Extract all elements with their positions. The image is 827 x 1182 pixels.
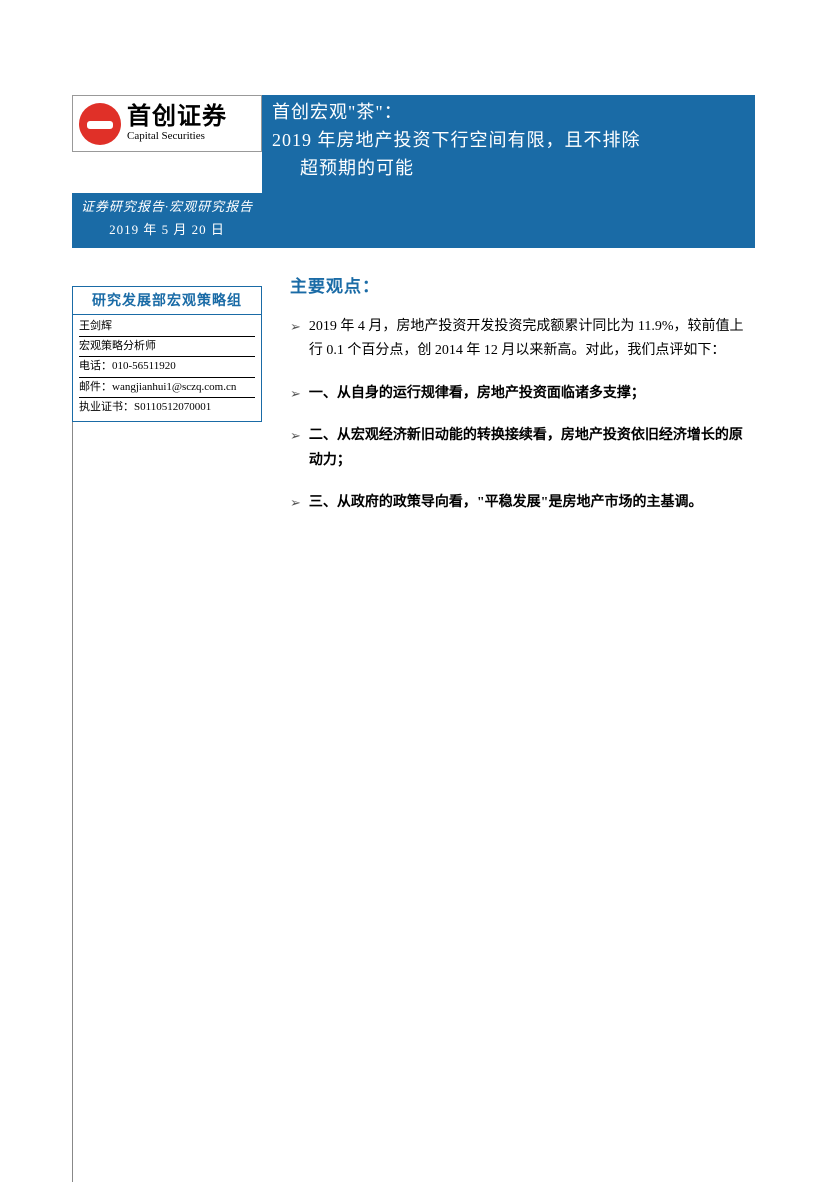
analyst-cert: 执业证书：S0110512070001 (79, 398, 255, 417)
bullet-item: ➢ 二、从宏观经济新旧动能的转换接续看，房地产投资依旧经济增长的原动力； (290, 424, 755, 473)
analyst-info-box: 研究发展部宏观策略组 王剑辉 宏观策略分析师 电话：010-56511920 邮… (72, 286, 262, 422)
subheader-left: 证券研究报告·宏观研究报告 2019 年 5 月 20 日 (72, 193, 262, 248)
header-row: 首创证券 Capital Securities 首创宏观"茶"： 2019 年房… (72, 95, 755, 193)
report-date: 2019 年 5 月 20 日 (72, 219, 262, 238)
logo-text: 首创证券 Capital Securities (127, 105, 227, 142)
bullet-item: ➢ 一、从自身的运行规律看，房地产投资面临诸多支撑； (290, 382, 755, 407)
logo-cn: 首创证券 (127, 105, 227, 129)
bullet-item: ➢ 三、从政府的政策导向看，"平稳发展"是房地产市场的主基调。 (290, 491, 755, 516)
logo-mark-icon (79, 103, 121, 145)
subheader-right (262, 193, 755, 248)
title-line-2: 2019 年房地产投资下行空间有限，且不排除 (272, 127, 745, 155)
bullet-text: 2019 年 4 月，房地产投资开发投资完成额累计同比为 11.9%，较前值上行… (309, 315, 755, 364)
bullet-text: 三、从政府的政策导向看，"平稳发展"是房地产市场的主基调。 (309, 491, 703, 516)
analyst-box-body: 王剑辉 宏观策略分析师 电话：010-56511920 邮件：wangjianh… (73, 315, 261, 420)
chevron-right-icon: ➢ (290, 491, 301, 516)
analyst-name: 王剑辉 (79, 317, 255, 337)
chevron-right-icon: ➢ (290, 382, 301, 407)
report-title: 首创宏观"茶"： 2019 年房地产投资下行空间有限，且不排除 超预期的可能 (262, 95, 755, 193)
report-page: 首创证券 Capital Securities 首创宏观"茶"： 2019 年房… (72, 95, 755, 1182)
body-row: 研究发展部宏观策略组 王剑辉 宏观策略分析师 电话：010-56511920 邮… (72, 272, 755, 1182)
analyst-phone: 电话：010-56511920 (79, 357, 255, 377)
report-type: 证券研究报告·宏观研究报告 (72, 196, 262, 215)
company-logo: 首创证券 Capital Securities (72, 95, 262, 152)
title-line-3: 超预期的可能 (272, 155, 745, 183)
title-line-1: 首创宏观"茶"： (272, 99, 745, 127)
analyst-box-title: 研究发展部宏观策略组 (73, 287, 261, 316)
right-column: 主要观点： ➢ 2019 年 4 月，房地产投资开发投资完成额累计同比为 11.… (262, 272, 755, 534)
analyst-role: 宏观策略分析师 (79, 337, 255, 357)
logo-en: Capital Securities (127, 131, 227, 142)
subheader-row: 证券研究报告·宏观研究报告 2019 年 5 月 20 日 (72, 193, 755, 248)
bullet-item: ➢ 2019 年 4 月，房地产投资开发投资完成额累计同比为 11.9%，较前值… (290, 315, 755, 364)
chevron-right-icon: ➢ (290, 315, 301, 340)
bullet-text: 一、从自身的运行规律看，房地产投资面临诸多支撑； (309, 382, 645, 407)
section-title: 主要观点： (290, 272, 755, 297)
chevron-right-icon: ➢ (290, 424, 301, 449)
analyst-email: 邮件：wangjianhui1@sczq.com.cn (79, 378, 255, 398)
left-column: 研究发展部宏观策略组 王剑辉 宏观策略分析师 电话：010-56511920 邮… (72, 272, 262, 1182)
bullet-text: 二、从宏观经济新旧动能的转换接续看，房地产投资依旧经济增长的原动力； (309, 424, 755, 473)
vertical-rule (72, 422, 262, 1182)
